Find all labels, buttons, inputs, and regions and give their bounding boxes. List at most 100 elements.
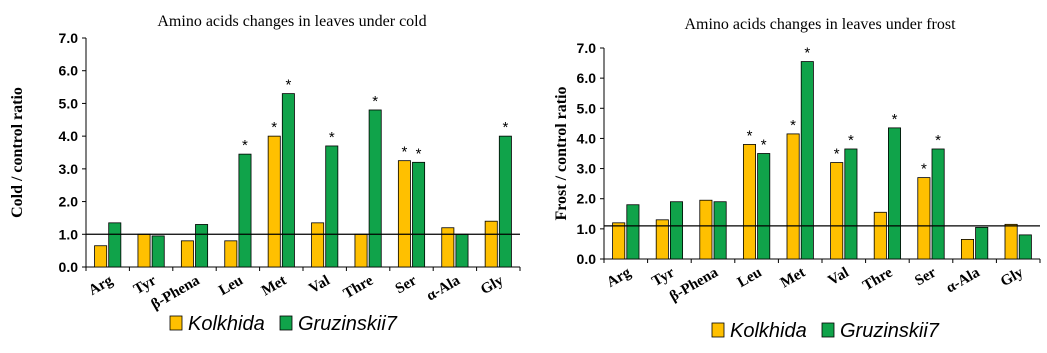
bar-gruzinskii7-Gly [498,135,512,268]
x-category-label: Leu [735,265,765,291]
significance-star: * [834,146,840,163]
bar-kolkhida-Ser [917,177,931,260]
bar-gruzinskii7-β-Phena [195,224,209,268]
significance-star: * [935,132,941,149]
x-category-label: Tyr [649,264,677,290]
bar-gruzinskii7-Leu [238,153,252,268]
significance-star: * [242,137,248,154]
bar-gruzinskii7-Arg [626,204,640,260]
bar-gruzinskii7-α-Ala [975,226,989,260]
significance-star: * [892,111,898,128]
bar-gruzinskii7-Leu [757,153,771,260]
bar-kolkhida-Tyr [655,219,669,260]
legend-label-gruzinskii7: Gruzinskii7 [840,320,940,342]
legend-label-gruzinskii7: Gruzinskii7 [298,313,398,335]
bar-kolkhida-Gly [484,220,498,268]
legend-swatch-kolkhida [711,322,725,338]
bar-gruzinskii7-α-Ala [455,233,469,268]
chart-panel-1: Amino acids changes in leaves under cold… [9,13,521,335]
y-tick-label: 2.0 [59,194,79,210]
x-category-label: Thre [341,272,376,302]
x-category-label: α-Ala [424,272,463,304]
bar-kolkhida-α-Ala [960,239,975,260]
bar-gruzinskii7-Met [800,61,814,260]
y-tick-label: 2.0 [577,191,597,207]
y-tick-label: 3.0 [59,161,79,177]
bar-gruzinskii7-β-Phena [713,201,727,260]
bar-kolkhida-Leu [224,240,238,268]
chart-title: Amino acids changes in leaves under fros… [684,16,956,33]
significance-star: * [416,145,422,162]
y-axis-label: Cold / control ratio [9,87,26,218]
bar-gruzinskii7-Thre [368,109,382,268]
significance-star: * [372,93,378,110]
bar-kolkhida-Met [786,133,800,260]
x-category-label: Gly [998,264,1027,290]
significance-star: * [848,132,854,149]
bar-kolkhida-β-Phena [699,199,713,260]
bar-kolkhida-β-Phena [180,240,194,268]
significance-star: * [790,117,796,134]
bar-kolkhida-Met [267,135,281,268]
y-tick-label: 1.0 [577,221,597,237]
y-tick-label: 7.0 [577,40,597,56]
bar-gruzinskii7-Gly [1018,234,1032,260]
bar-gruzinskii7-Thre [888,127,902,260]
bar-kolkhida-Val [830,162,844,260]
y-tick-label: 6.0 [577,70,597,86]
significance-star: * [502,119,508,136]
x-category-label: Val [826,265,852,289]
bar-gruzinskii7-Ser [412,161,426,268]
y-tick-label: 7.0 [59,30,79,46]
bar-kolkhida-α-Ala [441,227,455,268]
y-tick-label: 4.0 [577,130,597,146]
y-tick-label: 0.0 [577,251,597,267]
significance-star: * [271,119,277,136]
significance-star: * [329,129,335,146]
bar-kolkhida-Thre [354,233,368,268]
bar-gruzinskii7-Met [281,93,295,268]
bar-kolkhida-Ser [397,160,411,268]
y-tick-label: 5.0 [59,95,79,111]
y-tick-label: 0.0 [59,259,79,275]
x-category-label: α-Ala [944,264,983,296]
bar-gruzinskii7-Arg [108,222,122,268]
legend-swatch-kolkhida [169,315,183,331]
legend-label-kolkhida: Kolkhida [730,320,807,342]
bar-gruzinskii7-Tyr [151,235,165,268]
bar-kolkhida-Gly [1004,223,1018,260]
legend-label-kolkhida: Kolkhida [188,313,265,335]
bar-gruzinskii7-Val [325,145,339,268]
x-category-label: Met [259,273,289,300]
bar-kolkhida-Tyr [137,233,151,268]
x-category-label: Ser [393,272,420,297]
x-category-label: Ser [912,264,939,289]
x-category-label: Leu [216,273,246,299]
legend: Kolkhida Gruzinskii7 [711,320,940,342]
x-category-label: Gly [478,272,507,298]
chart-title: Amino acids changes in leaves under cold [157,13,426,30]
x-category-label: β-Phena [667,264,721,305]
significance-star: * [921,161,927,178]
x-category-label: Arg [86,272,116,299]
significance-star: * [804,45,810,62]
y-axis-label: Frost / control ratio [553,86,570,220]
bar-kolkhida-Thre [873,211,887,260]
x-category-label: Met [778,265,808,292]
bar-kolkhida-Leu [742,144,757,260]
y-tick-label: 4.0 [59,128,79,144]
chart-panel-2: Amino acids changes in leaves under fros… [553,16,1041,342]
significance-star: * [747,127,753,144]
x-category-label: Tyr [131,272,159,298]
x-category-label: β-Phena [149,272,203,313]
bar-kolkhida-Val [311,222,325,268]
y-tick-label: 3.0 [577,161,597,177]
significance-star: * [285,77,291,94]
legend-swatch-gruzinskii7 [821,322,835,338]
y-tick-label: 1.0 [59,226,79,242]
legend: Kolkhida Gruzinskii7 [169,313,398,335]
x-category-label: Arg [604,264,634,291]
significance-star: * [761,137,767,154]
x-category-label: Val [306,273,332,297]
